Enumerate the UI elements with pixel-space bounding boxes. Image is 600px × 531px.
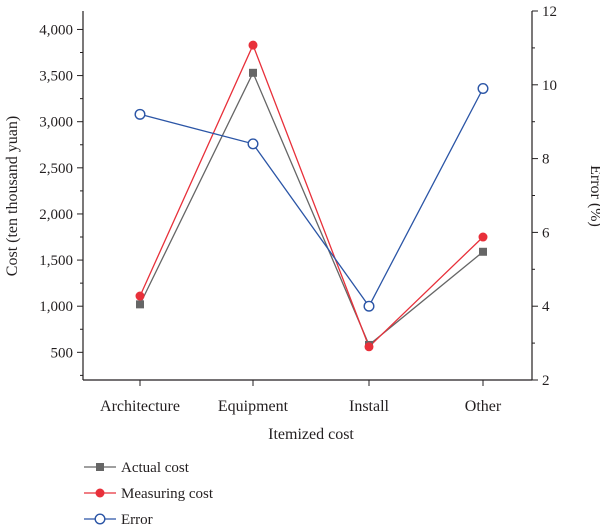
left-tick-label: 500	[51, 345, 74, 361]
right-tick-label: 2	[542, 373, 550, 389]
series-lines	[139, 43, 484, 348]
data-point-measuring-cost	[478, 232, 488, 242]
left-axis-title: Cost (ten thousand yuan)	[4, 116, 21, 276]
x-tick-label: Architecture	[100, 398, 180, 415]
x-axis-ticks: Architecture Equipment Install Other	[100, 380, 502, 415]
left-axis-ticks: 500 1,000 1,500 2,000 2,500 3,000 3,500 4,000	[39, 22, 83, 376]
right-axis-title: Error (%)	[587, 165, 600, 227]
left-tick-label: 3,000	[39, 115, 73, 131]
x-tick-label: Install	[349, 398, 390, 415]
data-point-actual-cost	[136, 300, 144, 309]
right-tick-label: 10	[542, 78, 557, 94]
x-tick-label: Other	[465, 398, 502, 415]
right-tick-label: 12	[542, 4, 557, 20]
left-tick-label: 2,000	[39, 207, 73, 223]
legend-label: Actual cost	[121, 460, 190, 476]
legend-label: Error	[121, 512, 153, 528]
x-tick-label: Equipment	[218, 398, 289, 415]
x-axis-title: Itemized cost	[268, 426, 354, 443]
legend-swatch-marker	[96, 463, 104, 471]
left-tick-label: 1,000	[39, 299, 73, 315]
series-markers	[134, 40, 489, 352]
axes-frame	[82, 11, 533, 381]
left-tick-label: 3,500	[39, 69, 73, 85]
data-point-measuring-cost	[364, 342, 374, 352]
data-point-error	[134, 108, 146, 120]
data-point-error	[363, 300, 375, 312]
left-tick-label: 1,500	[39, 253, 73, 269]
data-point-error	[247, 138, 259, 150]
data-point-actual-cost	[479, 247, 487, 256]
left-tick-label: 2,500	[39, 161, 73, 177]
right-tick-label: 8	[542, 152, 550, 168]
right-tick-label: 4	[542, 299, 550, 315]
series-line-actual-cost	[139, 71, 484, 346]
legend-swatch-marker	[94, 513, 106, 525]
right-tick-label: 6	[542, 225, 550, 241]
series-line-error	[139, 88, 484, 308]
legend-swatch-marker	[95, 488, 105, 498]
right-axis-ticks: 2 4 6 8 10 12	[532, 4, 557, 389]
data-point-measuring-cost	[248, 40, 258, 50]
data-point-actual-cost	[249, 68, 257, 77]
legend: Actual cost Measuring cost Error	[84, 460, 214, 528]
data-point-error	[477, 82, 489, 94]
data-point-measuring-cost	[135, 291, 145, 301]
left-tick-label: 4,000	[39, 22, 73, 38]
series-line-measuring-cost	[139, 43, 484, 348]
legend-label: Measuring cost	[121, 486, 214, 502]
